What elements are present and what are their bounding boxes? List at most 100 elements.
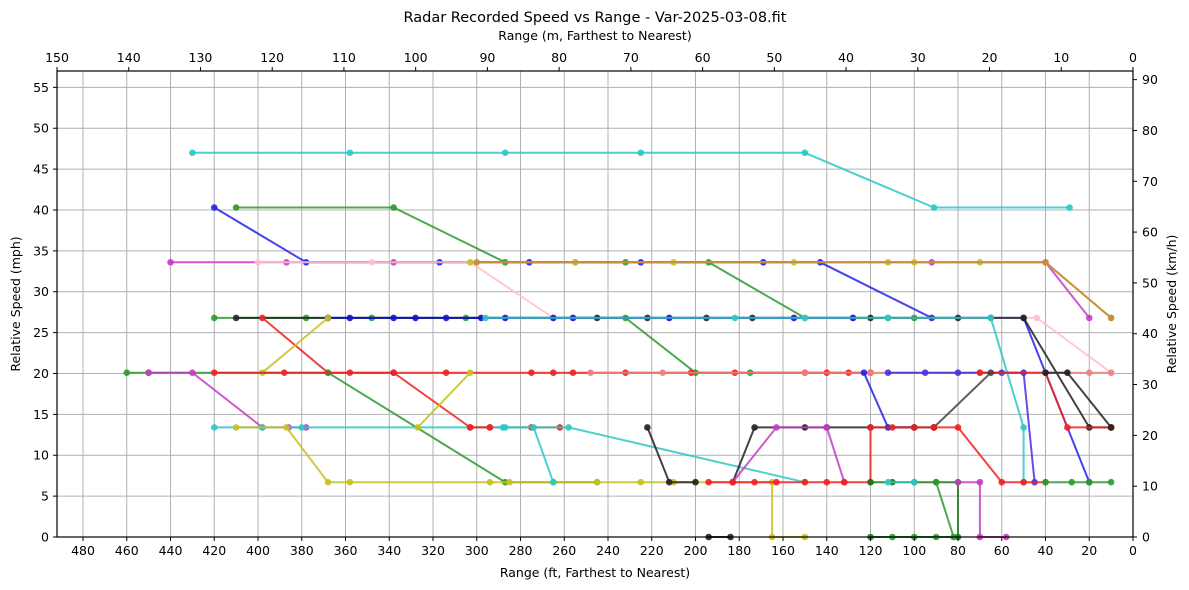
data-point bbox=[884, 478, 892, 486]
data-point bbox=[987, 369, 995, 376]
series-line bbox=[416, 372, 471, 429]
y-tick-label: 45 bbox=[33, 162, 49, 177]
data-point bbox=[884, 314, 892, 322]
series-line bbox=[261, 317, 329, 374]
data-point bbox=[751, 424, 758, 431]
data-point bbox=[1085, 478, 1093, 486]
y-tick-label: 55 bbox=[33, 80, 49, 95]
data-point bbox=[254, 259, 262, 266]
series-line bbox=[958, 481, 1007, 538]
data-point bbox=[1068, 478, 1076, 486]
x-top-tick-label: 70 bbox=[623, 50, 639, 65]
data-point bbox=[210, 369, 218, 376]
data-point bbox=[324, 478, 332, 486]
y-right-tick-label: 90 bbox=[1142, 72, 1158, 87]
data-point bbox=[1042, 369, 1049, 376]
y-tick-label: 35 bbox=[33, 243, 49, 258]
data-point bbox=[1064, 369, 1071, 376]
x-tick-label: 420 bbox=[202, 543, 226, 558]
x-tick-label: 60 bbox=[994, 543, 1010, 558]
x-top-tick-label: 50 bbox=[766, 50, 782, 65]
x-top-tick-label: 20 bbox=[982, 50, 998, 65]
series-line bbox=[892, 481, 955, 538]
data-point bbox=[921, 369, 929, 376]
data-point bbox=[1042, 478, 1049, 486]
data-point bbox=[259, 314, 266, 322]
x-tick-label: 180 bbox=[727, 543, 751, 558]
series-line bbox=[170, 261, 1091, 319]
data-point bbox=[486, 424, 494, 431]
x-top-tick-label: 40 bbox=[838, 50, 854, 65]
x-tick-label: 440 bbox=[159, 543, 183, 558]
data-point bbox=[466, 259, 474, 266]
data-point bbox=[123, 369, 131, 376]
data-point bbox=[773, 424, 780, 431]
data-point bbox=[390, 369, 397, 376]
data-point bbox=[528, 369, 535, 376]
series-line bbox=[485, 316, 1025, 483]
data-point bbox=[954, 369, 962, 376]
data-point bbox=[482, 314, 489, 322]
data-point bbox=[976, 369, 984, 376]
data-point bbox=[466, 369, 474, 376]
y-tick-label: 15 bbox=[33, 407, 49, 422]
y-right-tick-label: 60 bbox=[1142, 225, 1158, 240]
data-point bbox=[840, 478, 848, 486]
data-point bbox=[932, 478, 940, 486]
data-point bbox=[729, 478, 736, 486]
x-tick-label: 380 bbox=[290, 543, 314, 558]
data-point bbox=[1042, 259, 1049, 266]
data-point bbox=[210, 204, 218, 211]
y-right-tick-label: 40 bbox=[1142, 326, 1158, 341]
data-point bbox=[466, 424, 474, 431]
data-point bbox=[232, 314, 240, 322]
data-point bbox=[412, 314, 419, 322]
x-top-tick-label: 10 bbox=[1053, 50, 1069, 65]
axis-ticks: 480 460 440 420 400 380 360 340 320 300 280 260 240 2… bbox=[33, 50, 1158, 558]
x-tick-label: 460 bbox=[115, 543, 139, 558]
data-point bbox=[324, 314, 332, 322]
y-right-tick-label: 20 bbox=[1142, 428, 1158, 443]
data-point bbox=[1064, 424, 1071, 431]
data-point bbox=[1020, 314, 1027, 322]
series-track-31 bbox=[705, 424, 1049, 486]
data-point bbox=[976, 478, 984, 486]
series-track-12 bbox=[482, 314, 1027, 486]
x-tick-label: 20 bbox=[1081, 543, 1097, 558]
data-point bbox=[801, 314, 809, 322]
data-point bbox=[530, 424, 537, 431]
y-tick-label: 25 bbox=[33, 325, 49, 340]
series-track-26 bbox=[501, 424, 557, 486]
data-point bbox=[442, 369, 450, 376]
data-point bbox=[773, 478, 780, 486]
data-point bbox=[346, 478, 354, 486]
data-point bbox=[390, 314, 397, 322]
data-point bbox=[506, 478, 513, 486]
data-point bbox=[346, 149, 354, 157]
data-point bbox=[473, 259, 481, 266]
data-point bbox=[665, 478, 673, 486]
y-axis-label: Relative Speed (mph) bbox=[8, 236, 23, 371]
data-point bbox=[486, 478, 494, 486]
series-line bbox=[214, 316, 871, 374]
series-line bbox=[731, 426, 846, 483]
series-track-21 bbox=[1042, 369, 1115, 431]
x-tick-label: 400 bbox=[246, 543, 270, 558]
x-tick-label: 160 bbox=[771, 543, 795, 558]
x-top-tick-label: 100 bbox=[404, 50, 428, 65]
x-tick-label: 200 bbox=[684, 543, 708, 558]
data-point bbox=[280, 369, 288, 376]
data-point bbox=[565, 424, 572, 431]
data-point bbox=[930, 204, 938, 211]
x-top-tick-label: 60 bbox=[695, 50, 711, 65]
data-point bbox=[867, 369, 874, 376]
data-point bbox=[232, 204, 240, 211]
data-point bbox=[705, 478, 712, 486]
series-track-1 bbox=[189, 149, 1073, 211]
y-tick-label: 40 bbox=[33, 202, 49, 217]
data-point bbox=[414, 424, 421, 431]
data-point bbox=[998, 478, 1006, 486]
series-line bbox=[148, 371, 307, 429]
x-top-tick-label: 150 bbox=[45, 50, 69, 65]
data-point bbox=[145, 369, 152, 376]
